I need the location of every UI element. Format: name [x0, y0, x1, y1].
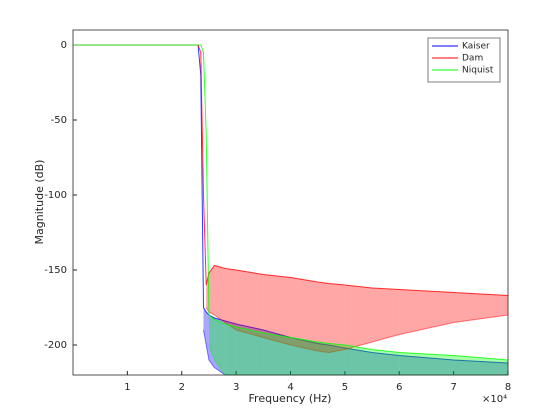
y-tick-label: 0: [61, 40, 67, 51]
band: [214, 318, 226, 375]
band: [208, 315, 215, 368]
band: [344, 285, 373, 350]
band: [214, 265, 226, 323]
x-axis-label: Frequency (Hz): [249, 392, 332, 405]
plot-area: [73, 30, 508, 375]
band: [214, 319, 226, 375]
x-tick-label: 8: [505, 382, 511, 393]
band: [263, 333, 291, 375]
band: [453, 355, 508, 375]
band: [290, 337, 318, 375]
axes-box: [72, 29, 509, 376]
band: [344, 348, 373, 375]
legend-box: [427, 37, 501, 83]
band: [344, 345, 373, 375]
x-tick-label: 7: [450, 382, 456, 393]
band: [225, 321, 237, 375]
band: [328, 345, 345, 375]
x-tick-label: 1: [124, 382, 130, 393]
band: [399, 352, 454, 375]
band: [236, 327, 264, 375]
band: [453, 360, 508, 375]
y-axis-label: Magnitude (dB): [33, 160, 46, 245]
band: [263, 330, 291, 375]
x-tick-label: 5: [342, 382, 348, 393]
legend-label: Dam: [462, 54, 483, 64]
series-line: [73, 44, 509, 361]
band: [290, 277, 318, 351]
band: [372, 288, 400, 342]
x-multiplier: ×10⁴: [482, 394, 507, 405]
x-tick-label: 2: [179, 382, 185, 393]
band: [453, 292, 508, 323]
band: [225, 268, 237, 330]
series-lower-line: [205, 307, 509, 354]
legend-label: Niquist: [462, 66, 494, 76]
series-line: [73, 44, 509, 296]
y-tick-label: -150: [44, 265, 67, 276]
band: [372, 349, 400, 375]
band: [317, 342, 329, 375]
series-line: [73, 44, 509, 364]
y-tick-label: -100: [44, 190, 67, 201]
x-tick-label: 4: [287, 382, 293, 393]
band: [208, 265, 215, 315]
legend-label: Kaiser: [462, 42, 490, 52]
y-tick-label: -50: [51, 115, 67, 126]
band: [399, 289, 454, 335]
band: [203, 307, 207, 345]
band: [236, 270, 264, 338]
band: [372, 352, 400, 375]
y-tick-label: -200: [44, 340, 67, 351]
band: [399, 355, 454, 375]
x-tick-label: 6: [396, 382, 402, 393]
band: [328, 283, 345, 353]
x-tick-label: 3: [233, 382, 239, 393]
band: [328, 343, 345, 375]
band: [317, 282, 329, 353]
band: [263, 274, 291, 345]
band: [225, 324, 237, 375]
band: [236, 324, 264, 375]
